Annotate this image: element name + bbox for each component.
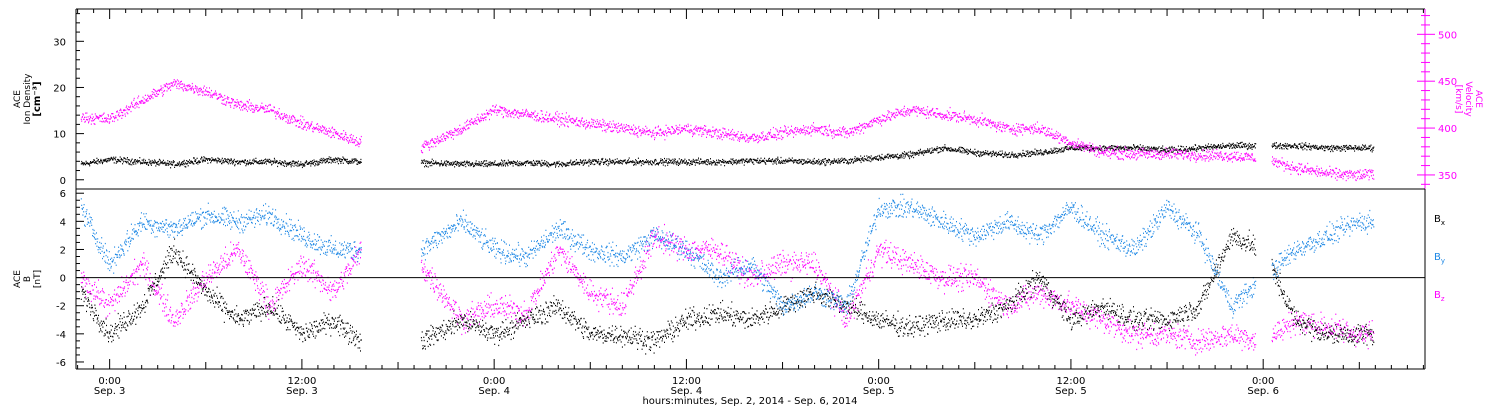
bottom-panel-marks: [80, 193, 1375, 356]
bottom-panel-axes: -6 -4 -2 0 2 4 6 ACE B [nT] Bx By Bz: [13, 188, 1445, 370]
top-panel-marks: [80, 79, 1375, 182]
top-right-tick-label: 400: [1438, 124, 1457, 135]
top-right-tick-label: 500: [1438, 30, 1457, 41]
top-left-tick-label: 0: [60, 176, 66, 187]
x-tick-date: Sep. 4: [478, 386, 510, 397]
bottom-ylabel: ACE B [nT]: [13, 270, 43, 288]
top-left-tick-label: 10: [53, 130, 66, 141]
top-left-ylabel-line: Ion Density: [23, 73, 33, 125]
x-axis-label: hours:minutes, Sep. 2, 2014 - Sep. 6, 20…: [642, 396, 857, 407]
x-tick-date: Sep. 5: [1055, 386, 1087, 397]
top-right-ylabel-line: Velocity: [1463, 81, 1473, 117]
bottom-ylabel-line: B: [23, 276, 33, 282]
x-tick-time: 0:00: [483, 376, 505, 387]
legend-by: By: [1434, 252, 1445, 265]
top-left-tick-label: 20: [53, 83, 66, 94]
top-left-ylabel-line: [cm⁻³]: [32, 81, 43, 116]
legend-bx: Bx: [1434, 214, 1445, 227]
legend-bz: Bz: [1434, 290, 1445, 303]
top-right-ylabel-line: [km/s]: [1453, 85, 1463, 114]
x-tick-time: 0:00: [1252, 376, 1274, 387]
x-tick-date: Sep. 3: [286, 386, 318, 397]
x-tick-time: 12:00: [672, 376, 701, 387]
x-tick-time: 12:00: [287, 376, 316, 387]
top-left-ylabel-line: ACE: [13, 90, 23, 108]
bottom-left-tick-label: 4: [60, 217, 66, 228]
bottom-left-tick-label: -4: [56, 330, 66, 341]
top-left-ylabel: ACE Ion Density [cm⁻³]: [13, 73, 43, 125]
bottom-left-tick-label: 6: [60, 189, 66, 200]
bottom-left-tick-label: -6: [56, 358, 66, 369]
x-tick-time: 12:00: [1057, 376, 1086, 387]
x-tick-date: Sep. 4: [671, 386, 703, 397]
bottom-left-tick-label: 2: [60, 245, 66, 256]
x-tick-time: 0:00: [867, 376, 889, 387]
top-right-ylabel-line: ACE: [1473, 90, 1483, 108]
x-tick-time: 0:00: [98, 376, 120, 387]
top-left-tick-label: 30: [53, 37, 66, 48]
ion-density-points: [80, 141, 1375, 169]
bottom-left-tick-label: -2: [56, 302, 66, 313]
bx-points: [80, 227, 1375, 355]
x-tick-date: Sep. 6: [1247, 386, 1279, 397]
bottom-panel: -6 -4 -2 0 2 4 6 ACE B [nT] Bx By Bz: [13, 188, 1445, 370]
x-tick-date: Sep. 5: [863, 386, 895, 397]
top-right-tick-label: 350: [1438, 171, 1457, 182]
bottom-ylabel-line: ACE: [13, 270, 23, 288]
bottom-left-tick-label: 0: [60, 274, 66, 285]
top-right-tick-label: 450: [1438, 77, 1457, 88]
velocity-points: [80, 79, 1375, 182]
x-tick-date: Sep. 3: [94, 386, 126, 397]
bottom-ylabel-line: [nT]: [33, 270, 43, 288]
by-points: [80, 193, 1375, 319]
